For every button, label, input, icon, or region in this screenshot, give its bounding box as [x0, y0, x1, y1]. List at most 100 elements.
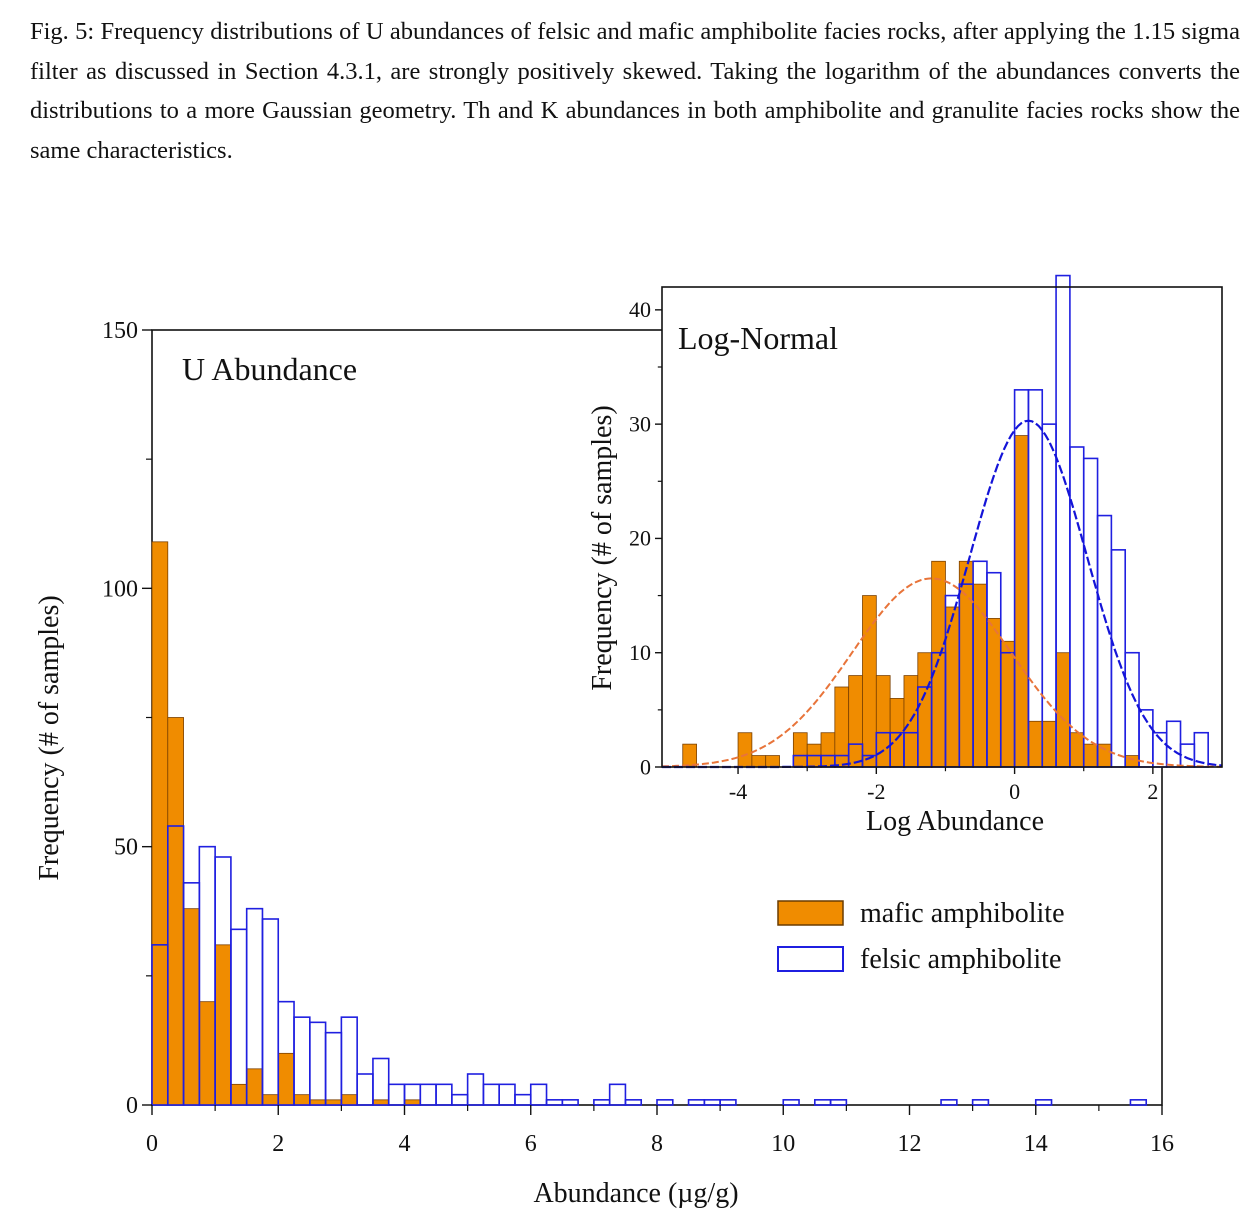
inset-mafic-bar — [986, 618, 1002, 768]
inset-chart-title: Log-Normal — [678, 320, 838, 356]
inset-mafic-bar — [682, 743, 697, 768]
main-mafic-bar — [293, 1094, 311, 1106]
main-felsic-bar — [324, 1031, 343, 1106]
legend-swatch-mafic — [777, 900, 844, 926]
main-mafic-bars — [151, 541, 421, 1106]
main-felsic-bar — [293, 1016, 311, 1106]
main-y-tick-label: 50 — [114, 835, 138, 861]
inset-mafic-bar — [1055, 652, 1071, 768]
main-mafic-bar — [230, 1083, 248, 1106]
main-x-tick-label: 4 — [399, 1131, 411, 1157]
main-felsic-bar — [687, 1099, 706, 1106]
main-y-axis-label: Frequency (# of samples) — [34, 595, 65, 880]
main-felsic-bar — [498, 1083, 516, 1106]
main-x-axis-label: Abundance (µg/g) — [533, 1178, 738, 1209]
inset-mafic-bar — [792, 732, 808, 768]
legend-swatch-felsic — [777, 946, 844, 972]
main-felsic-bar — [624, 1099, 643, 1106]
main-x-tick-label: 16 — [1150, 1131, 1174, 1157]
inset-mafic-bar — [820, 732, 836, 768]
inset-mafic-bar — [917, 652, 933, 768]
inset-mafic-bar — [737, 732, 753, 768]
inset-x-tick-label: -4 — [729, 779, 747, 804]
main-mafic-bar — [183, 908, 200, 1106]
inset-x-tick-label: 0 — [1009, 779, 1020, 804]
inset-mafic-bar — [751, 755, 767, 768]
main-felsic-bar — [435, 1083, 453, 1106]
inset-y-axis-label: Frequency (# of samples) — [587, 405, 618, 690]
main-x-tick-label: 14 — [1024, 1131, 1048, 1157]
legend-label-mafic: mafic amphibolite — [860, 898, 1065, 929]
main-felsic-bar — [387, 1083, 406, 1106]
inset-mafic-bar — [848, 675, 863, 768]
main-felsic-bar — [703, 1099, 721, 1106]
main-y-tick-label: 150 — [102, 318, 138, 344]
main-x-tick-label: 10 — [771, 1131, 795, 1157]
main-felsic-bar — [971, 1099, 990, 1106]
main-y-tick-label: 100 — [102, 576, 138, 602]
inset-y-tick-label: 20 — [629, 526, 651, 551]
inset-mafic-bar — [1069, 732, 1085, 768]
inset-y-tick-label: 0 — [640, 754, 651, 779]
main-mafic-bar — [277, 1052, 295, 1106]
main-felsic-bar — [261, 918, 280, 1106]
main-x-tick-label: 6 — [525, 1131, 537, 1157]
main-felsic-bar — [340, 1016, 358, 1106]
inset-y-tick-label: 10 — [629, 640, 651, 665]
main-felsic-bar — [829, 1099, 848, 1106]
main-mafic-bar — [214, 944, 232, 1106]
main-felsic-bar — [719, 1099, 737, 1106]
main-felsic-bar — [309, 1021, 327, 1106]
inset-mafic-bar — [1014, 435, 1029, 768]
inset-y-tick-label: 30 — [629, 411, 651, 436]
main-felsic-bar — [1034, 1099, 1053, 1106]
inset-mafic-bar — [765, 755, 780, 768]
main-x-tick-label: 2 — [272, 1131, 284, 1157]
main-felsic-bar — [419, 1083, 437, 1106]
main-felsic-bar — [1129, 1099, 1148, 1106]
inset-x-axis-label: Log Abundance — [866, 806, 1044, 837]
main-felsic-bar — [545, 1099, 564, 1106]
main-y-tick-label: 0 — [126, 1093, 138, 1119]
inset-mafic-bar — [972, 583, 988, 768]
inset-x-tick-label: -2 — [867, 779, 885, 804]
inset-felsic-fit-curve — [662, 419, 1223, 769]
inset-plot-frame — [661, 286, 1223, 768]
inset-mafic-bar — [1028, 720, 1043, 768]
main-felsic-bar — [608, 1083, 627, 1106]
main-felsic-bar — [482, 1083, 500, 1106]
inset-mafic-bar — [1083, 743, 1098, 768]
main-felsic-bar — [782, 1099, 800, 1106]
main-felsic-bar — [940, 1099, 958, 1106]
legend: mafic amphibolite felsic amphibolite — [777, 898, 1065, 975]
main-mafic-bar — [246, 1068, 263, 1106]
inset-y-tick-label: 40 — [629, 297, 651, 322]
inset-x-tick-label: 2 — [1147, 779, 1158, 804]
main-x-tick-label: 8 — [651, 1131, 663, 1157]
inset-mafic-fit-curve — [661, 577, 1223, 768]
main-felsic-bar — [230, 928, 248, 1106]
main-mafic-bar — [340, 1094, 358, 1106]
inset-mafic-bar — [931, 560, 946, 768]
main-felsic-bars — [151, 825, 1148, 1106]
main-x-tick-label: 12 — [898, 1131, 922, 1157]
main-felsic-bar — [529, 1083, 548, 1106]
main-felsic-bar — [656, 1099, 674, 1106]
main-mafic-bar — [198, 1001, 216, 1106]
inset-mafic-bar — [1041, 720, 1057, 768]
main-felsic-bar — [593, 1099, 611, 1106]
main-felsic-bar — [514, 1093, 532, 1106]
main-felsic-bar — [451, 1093, 469, 1106]
main-x-tick-label: 0 — [146, 1131, 158, 1157]
main-felsic-bar — [372, 1057, 390, 1106]
main-mafic-bar — [167, 717, 184, 1106]
figure-caption: Fig. 5: Frequency distributions of U abu… — [30, 18, 1240, 164]
inset-mafic-bars — [682, 435, 1140, 768]
main-felsic-bar — [466, 1073, 485, 1106]
main-felsic-bar — [561, 1099, 579, 1106]
main-felsic-bar — [814, 1099, 832, 1106]
